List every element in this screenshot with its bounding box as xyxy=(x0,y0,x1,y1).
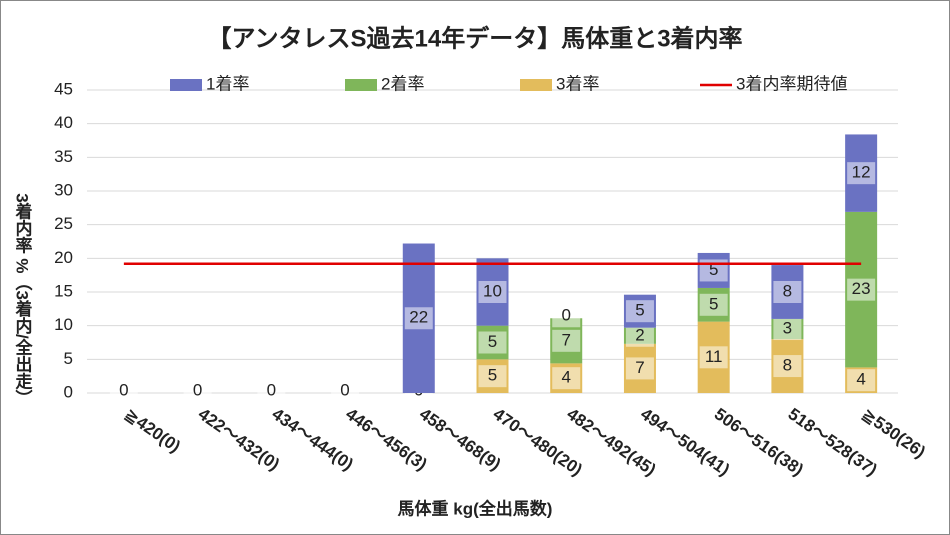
y-tick-label: 45 xyxy=(54,79,73,98)
data-label: 5 xyxy=(709,260,718,279)
legend-label: 3着率 xyxy=(556,74,599,93)
data-label: 7 xyxy=(561,330,570,349)
legend-swatch xyxy=(345,79,377,91)
label-bg xyxy=(404,307,433,330)
data-label: 5 xyxy=(709,294,718,313)
label-bg xyxy=(625,324,654,347)
data-label: 11 xyxy=(705,347,723,366)
data-label: 5 xyxy=(488,332,497,351)
legend-swatch xyxy=(170,79,202,91)
label-bg xyxy=(847,162,876,185)
label-bg xyxy=(699,346,728,369)
y-tick-label: 20 xyxy=(54,248,73,267)
y-tick-label: 0 xyxy=(64,382,73,401)
label-bg xyxy=(552,329,581,352)
data-label: 7 xyxy=(635,358,644,377)
data-label: 0 xyxy=(119,380,128,399)
label-bg xyxy=(478,331,507,354)
legend-label: 2着率 xyxy=(381,74,424,93)
chart-title: 【アンタレスS過去14年データ】馬体重と3着内率 xyxy=(207,24,742,52)
legend-swatch xyxy=(520,79,552,91)
label-bg xyxy=(625,357,654,380)
data-label: 8 xyxy=(783,281,792,300)
y-tick-label: 15 xyxy=(54,281,73,300)
data-label: 2 xyxy=(635,325,644,344)
y-tick-label: 40 xyxy=(54,113,73,132)
data-label: 3 xyxy=(783,319,792,338)
data-label: 10 xyxy=(483,281,502,300)
label-bg xyxy=(699,293,728,316)
data-label: 5 xyxy=(635,301,644,320)
label-bg xyxy=(773,281,802,303)
data-label: 0 xyxy=(193,380,202,399)
y-tick-label: 10 xyxy=(54,315,73,334)
label-bg xyxy=(552,367,581,390)
label-bg xyxy=(625,300,654,323)
label-bg xyxy=(331,380,360,402)
x-axis-title: 馬体重 kg(全出馬数) xyxy=(398,498,553,518)
y-tick-label: 30 xyxy=(54,180,73,199)
data-label: 0 xyxy=(340,380,349,399)
data-label: 4 xyxy=(561,368,570,387)
y-tick-label: 5 xyxy=(64,349,73,368)
y-axis-title: 3着内率 %（3着内/全出走） xyxy=(13,193,34,406)
label-bg xyxy=(847,278,876,301)
data-label: 8 xyxy=(783,356,792,375)
label-bg xyxy=(478,281,507,303)
data-label: 5 xyxy=(488,366,497,385)
legend-label: 3着内率期待値 xyxy=(736,74,847,93)
label-bg xyxy=(773,318,802,341)
label-bg xyxy=(773,355,802,378)
label-bg xyxy=(257,380,286,402)
legend-label: 1着率 xyxy=(206,74,249,93)
data-label: 12 xyxy=(852,163,871,182)
label-bg xyxy=(109,380,138,402)
data-label: 22 xyxy=(409,308,428,327)
label-bg xyxy=(183,380,212,402)
data-label: 0 xyxy=(561,306,570,325)
data-label: 0 xyxy=(267,380,276,399)
label-bg xyxy=(847,369,876,392)
label-bg xyxy=(478,365,507,388)
label-bg xyxy=(552,305,581,328)
y-tick-label: 35 xyxy=(54,147,73,166)
data-label: 23 xyxy=(852,279,871,298)
data-label: 4 xyxy=(856,370,865,389)
y-tick-label: 25 xyxy=(54,214,73,233)
